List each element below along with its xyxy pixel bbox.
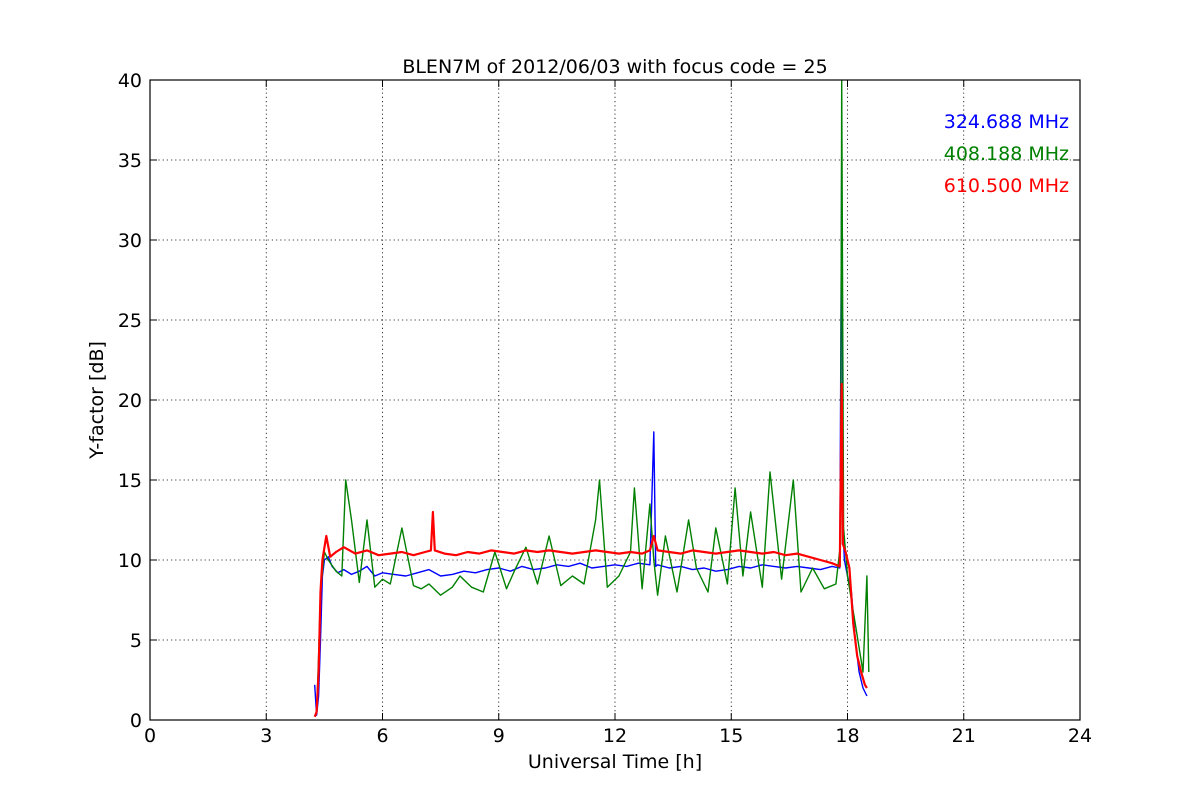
x-tick-label: 21 <box>952 725 976 747</box>
legend-entry-1: 324.688 MHz <box>944 111 1069 133</box>
y-tick-label: 0 <box>130 710 142 732</box>
y-tick-label: 30 <box>118 230 142 252</box>
y-tick-label: 15 <box>118 470 142 492</box>
series-line-3 <box>313 382 868 718</box>
y-tick-label: 5 <box>130 630 142 652</box>
x-tick-label: 6 <box>376 725 388 747</box>
y-tick-label: 25 <box>118 310 142 332</box>
series-line-2 <box>315 80 870 713</box>
x-tick-label: 15 <box>719 725 743 747</box>
x-axis-label: Universal Time [h] <box>528 751 702 773</box>
y-axis-label: Y-factor [dB] <box>86 341 108 460</box>
grid <box>150 80 1080 720</box>
ticks: 0 3 6 9 12 15 18 21 24 0 5 10 15 20 25 30 35 40 <box>118 70 1092 747</box>
y-tick-label: 40 <box>118 70 142 92</box>
legend-entry-3: 610.500 MHz <box>944 175 1069 197</box>
x-tick-label: 18 <box>835 725 859 747</box>
chart-title: BLEN7M of 2012/06/03 with focus code = 2… <box>402 56 827 78</box>
x-tick-label: 0 <box>144 725 156 747</box>
y-tick-label: 35 <box>118 150 142 172</box>
y-tick-label: 10 <box>118 550 142 572</box>
x-tick-label: 9 <box>493 725 505 747</box>
legend-entry-2: 408.188 MHz <box>944 143 1069 165</box>
x-tick-label: 3 <box>260 725 272 747</box>
series-layer <box>313 80 870 718</box>
x-tick-label: 24 <box>1068 725 1092 747</box>
y-tick-label: 20 <box>118 390 142 412</box>
x-tick-label: 12 <box>603 725 627 747</box>
legend: 324.688 MHz 408.188 MHz 610.500 MHz <box>944 111 1069 197</box>
